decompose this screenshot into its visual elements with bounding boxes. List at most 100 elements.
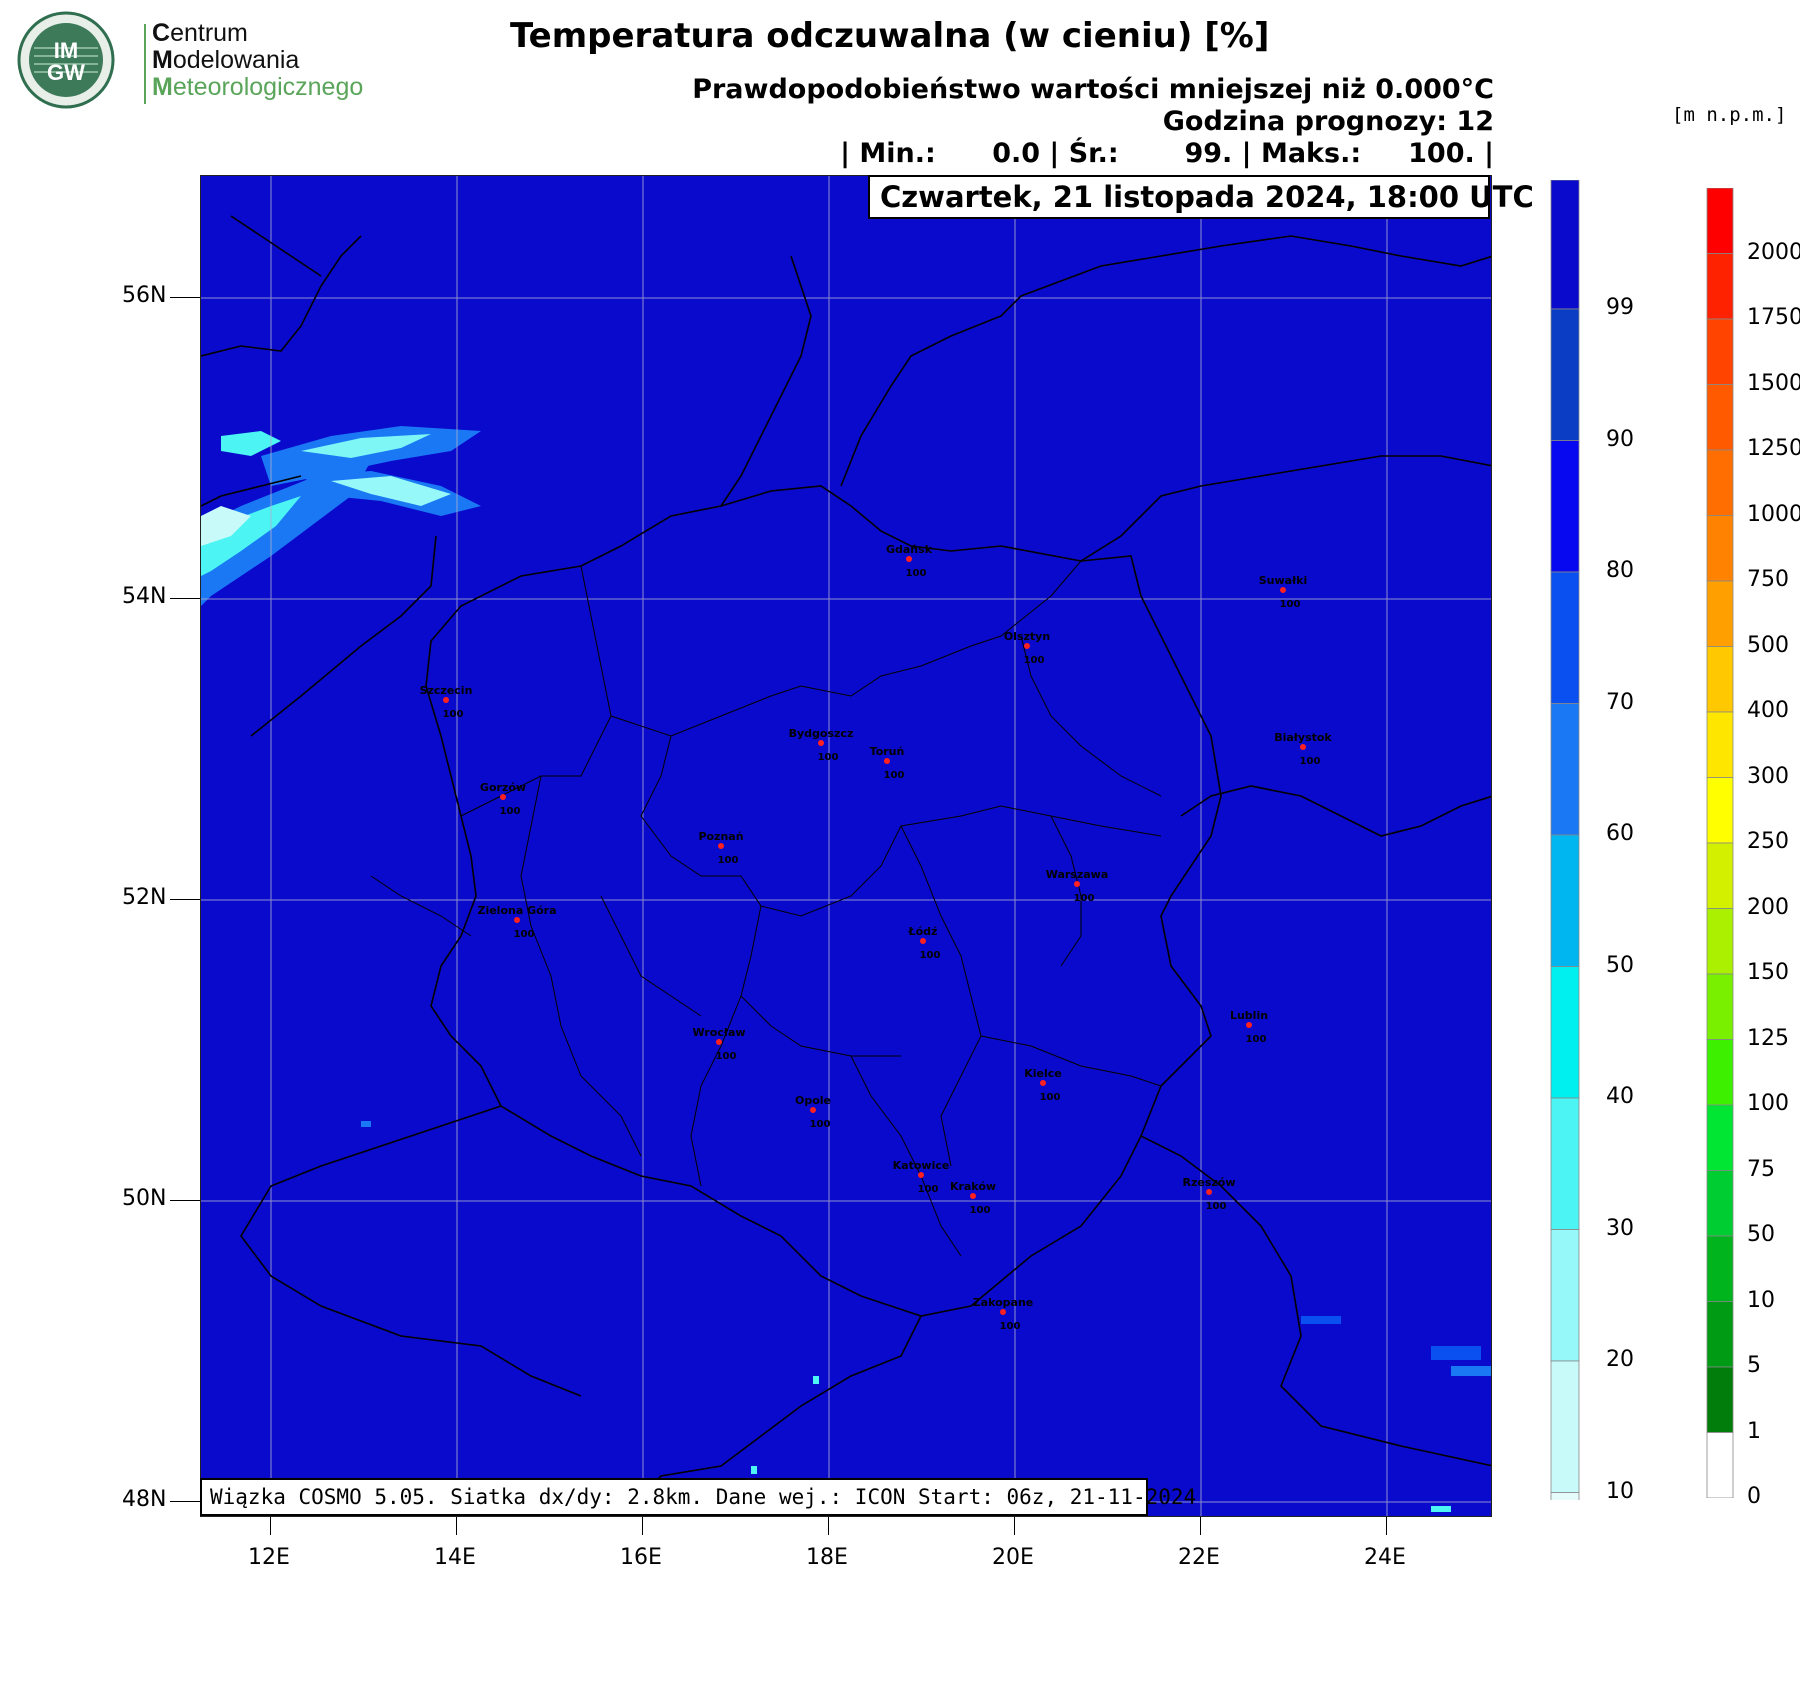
lon-tick-label: 22E — [1178, 1545, 1220, 1570]
elevation-colorbar-label: 300 — [1747, 763, 1789, 789]
elevation-colorbar-label: 250 — [1747, 829, 1789, 854]
probability-colorbar-label: 80 — [1606, 558, 1634, 583]
lat-tick-label: 56N — [122, 283, 167, 308]
probability-colorbar-label: 40 — [1606, 1084, 1634, 1109]
colorbar-segment — [1550, 1229, 1580, 1362]
city-name: Zielona Góra — [477, 904, 556, 917]
lon-tick — [1386, 1517, 1387, 1535]
lat-tick — [170, 1501, 200, 1502]
elevation-colorbar-label: 1500 — [1747, 370, 1800, 396]
model-info: Wiązka COSMO 5.05. Siatka dx/dy: 2.8km. … — [200, 1478, 1196, 1516]
colorbar-segment — [1706, 711, 1734, 778]
colorbar-segment — [1706, 188, 1734, 254]
lat-tick-label: 54N — [122, 584, 167, 609]
city-value: 100 — [1000, 1321, 1021, 1332]
city-name: Rzeszów — [1182, 1176, 1235, 1189]
lat-tick — [170, 899, 200, 900]
city-dot — [443, 697, 449, 703]
city-name: Poznań — [698, 830, 743, 843]
city-dot — [1206, 1189, 1212, 1195]
city-marker: Białystok 100 — [1274, 731, 1332, 767]
colorbar-segment — [1706, 1039, 1734, 1106]
elevation-colorbar-label: 200 — [1747, 894, 1789, 920]
lon-tick-label: 12E — [248, 1545, 290, 1570]
city-name: Szczecin — [420, 684, 473, 697]
probability-colorbar-label: 70 — [1606, 689, 1634, 715]
city-value: 100 — [1024, 655, 1045, 666]
logo-divider — [144, 24, 146, 104]
city-value: 100 — [884, 770, 905, 781]
city-dot — [1074, 881, 1080, 887]
lat-tick — [170, 297, 200, 298]
city-marker: Bydgoszcz 100 — [789, 727, 854, 763]
country-borders — [201, 215, 1491, 1516]
logo-badge-top: IM — [54, 38, 78, 63]
elevation-colorbar-label: 0 — [1747, 1484, 1761, 1509]
probability-colorbar-label: 99 — [1606, 295, 1634, 320]
lat-tick-label: 50N — [122, 1186, 167, 1211]
city-marker: Olsztyn 100 — [1004, 630, 1050, 666]
lon-tick — [642, 1517, 643, 1535]
probability-colorbar-label: 90 — [1606, 426, 1634, 452]
city-value: 100 — [810, 1119, 831, 1130]
colorbar-segment — [1706, 253, 1734, 320]
lon-tick — [456, 1517, 457, 1535]
lon-tick-label: 20E — [992, 1545, 1034, 1570]
colorbar-segment — [1706, 1366, 1734, 1433]
city-value: 100 — [500, 806, 521, 817]
city-dot — [818, 740, 824, 746]
elevation-colorbar-label: 1 — [1747, 1418, 1761, 1444]
city-marker: Warszawa 100 — [1046, 868, 1109, 904]
city-name: Opole — [795, 1094, 831, 1107]
city-dot — [920, 938, 926, 944]
lat-tick — [170, 598, 200, 599]
colorbar-segment — [1706, 1301, 1734, 1368]
city-name: Gdańsk — [886, 543, 933, 556]
lat-tick-label: 52N — [122, 885, 167, 910]
city-marker: Kielce 100 — [1024, 1067, 1062, 1103]
city-dot — [1300, 744, 1306, 750]
probability-colorbar-label: 10 — [1606, 1478, 1634, 1504]
probability-colorbar-label: 60 — [1606, 821, 1634, 846]
city-name: Bydgoszcz — [789, 727, 854, 740]
colorbar-segment — [1706, 515, 1734, 582]
lon-tick — [828, 1517, 829, 1535]
city-value: 100 — [818, 752, 839, 763]
date-label: Czwartek, 21 listopada 2024, 18:00 UTC — [868, 175, 1534, 219]
elevation-colorbar-label: 1000 — [1747, 501, 1800, 527]
city-marker: Suwałki 100 — [1259, 574, 1308, 610]
colorbar-segment — [1706, 1104, 1734, 1171]
city-value: 100 — [1280, 599, 1301, 610]
city-marker: Opole 100 — [795, 1094, 831, 1130]
colorbar-segment — [1706, 384, 1734, 451]
city-markers: Gdańsk 100 Suwałki 100 Olsztyn 100 Szczecin 100… — [420, 543, 1333, 1332]
elevation-colorbar-label: 1750 — [1747, 305, 1800, 330]
city-name: Kraków — [950, 1180, 996, 1193]
map-canvas: Gdańsk 100 Suwałki 100 Olsztyn 100 Szczecin 100… — [201, 176, 1491, 1516]
forecast-hour: Godzina prognozy: 12 — [1162, 106, 1494, 137]
city-name: Gorzów — [480, 781, 526, 794]
colorbar-segment — [1550, 308, 1580, 441]
colorbar-segment — [1706, 777, 1734, 844]
elevation-colorbar-label: 750 — [1747, 567, 1789, 592]
colorbar-segment — [1550, 440, 1580, 573]
city-name: Białystok — [1274, 731, 1332, 744]
elevation-colorbar-label: 75 — [1747, 1156, 1775, 1182]
logo-badge-bottom: GW — [47, 60, 85, 85]
elevation-colorbar-label: 5 — [1747, 1353, 1761, 1378]
low-probability-patches — [201, 426, 1491, 1512]
city-marker: Wrocław 100 — [692, 1026, 745, 1062]
map-title: Temperatura odczuwalna (w cieniu) [%] — [510, 16, 1270, 56]
city-marker: Rzeszów 100 — [1182, 1176, 1235, 1212]
colorbar-segment — [1706, 908, 1734, 975]
city-name: Lublin — [1230, 1009, 1268, 1022]
city-dot — [1040, 1080, 1046, 1086]
city-marker: Łódź 100 — [908, 925, 941, 961]
city-dot — [514, 917, 520, 923]
colorbar-segment — [1706, 842, 1734, 909]
city-name: Warszawa — [1046, 868, 1109, 881]
city-dot — [500, 794, 506, 800]
city-name: Łódź — [908, 925, 938, 938]
city-dot — [718, 843, 724, 849]
colorbar-segment — [1550, 703, 1580, 836]
